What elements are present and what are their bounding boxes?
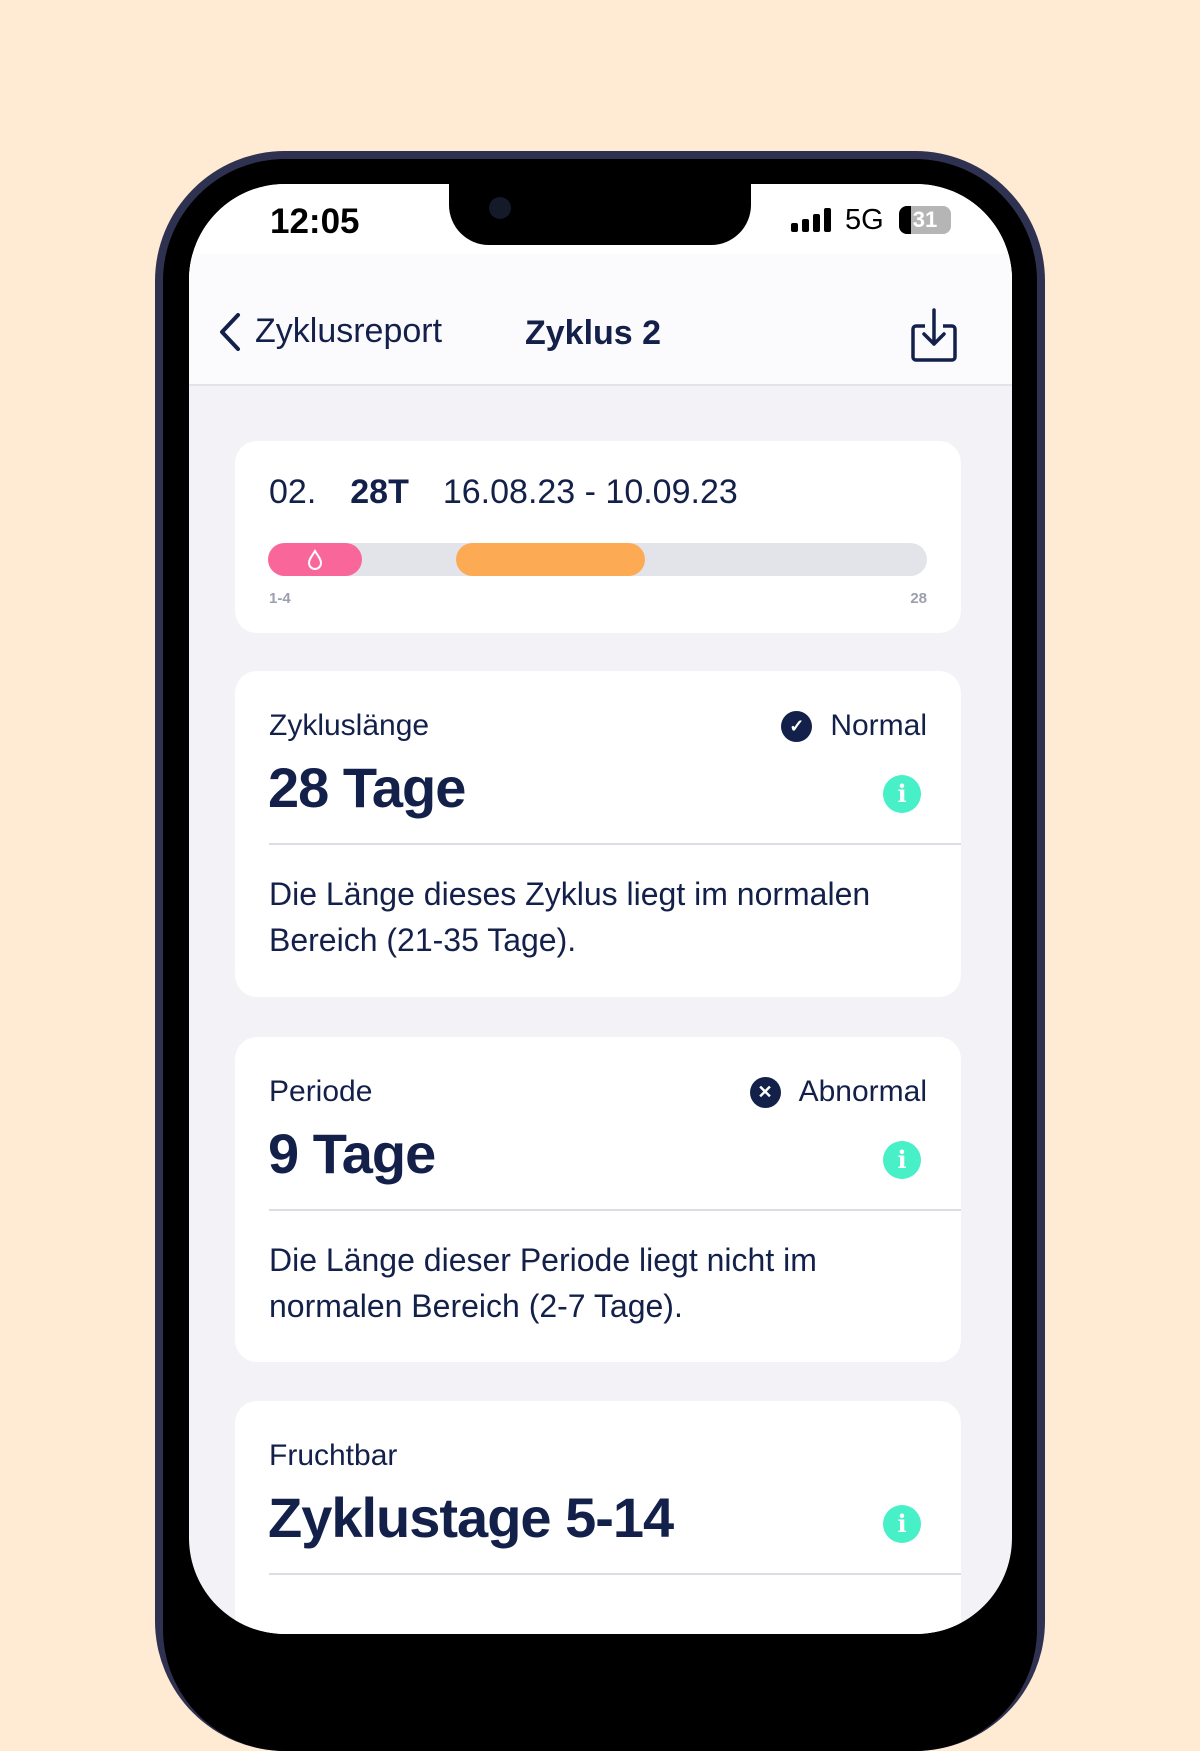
- cycle-dates: 16.08.23 - 10.09.23: [442, 473, 738, 511]
- cycle-length: 28T: [350, 473, 409, 511]
- status-badge: ✕ Abnormal: [749, 1075, 927, 1109]
- cycle-summary-card[interactable]: 02. 28T 16.08.23 - 10.09.23 1-4 28: [235, 441, 961, 633]
- card-description: Die Länge dieser Periode liegt nicht im …: [269, 1242, 817, 1324]
- divider: [269, 843, 961, 845]
- divider: [269, 1573, 961, 1575]
- page-title: Zyklus 2: [525, 314, 662, 352]
- card-title: Periode: [269, 1075, 373, 1108]
- status-time: 12:05: [270, 202, 360, 241]
- back-label: Zyklusreport: [255, 312, 443, 350]
- timeline-end-label: 28: [910, 590, 927, 607]
- battery-level: 31: [912, 207, 938, 232]
- cycle-index: 02.: [269, 473, 317, 511]
- back-button[interactable]: Zyklusreport: [219, 312, 442, 351]
- timeline-start-label: 1-4: [269, 590, 291, 607]
- cycle-length-card: Zykluslänge 28 Tage ✓ Normal i Die Länge …: [235, 671, 961, 997]
- card-value: 9 Tage: [268, 1122, 436, 1185]
- status-label: Abnormal: [798, 1075, 927, 1108]
- card-value: 28 Tage: [268, 756, 466, 819]
- fertile-segment: [456, 543, 645, 576]
- period-card: Periode 9 Tage ✕ Abnormal i Die Länge die…: [235, 1037, 961, 1362]
- info-icon[interactable]: i: [883, 1505, 921, 1543]
- card-value: Zyklustage 5-14: [268, 1486, 674, 1549]
- check-circle-icon: ✓: [781, 710, 813, 742]
- info-icon[interactable]: i: [883, 775, 921, 813]
- camera: [489, 197, 511, 219]
- fertile-card: Fruchtbar Zyklustage 5-14 i: [235, 1401, 961, 1634]
- divider: [269, 1209, 961, 1211]
- export-button[interactable]: [911, 308, 957, 367]
- nav-bar: [189, 254, 1012, 386]
- status-label: Normal: [830, 709, 927, 742]
- download-icon: [911, 308, 957, 362]
- period-segment: [268, 543, 363, 576]
- notch: [449, 184, 751, 245]
- card-title: Zykluslänge: [269, 709, 430, 742]
- info-icon[interactable]: i: [883, 1141, 921, 1179]
- chevron-left-icon: [220, 312, 240, 351]
- x-circle-icon: ✕: [749, 1076, 781, 1108]
- network-label: 5G: [845, 204, 884, 236]
- screen: 12:05 5G 31 Zyklusreport Zyklus 2 02. 28…: [189, 184, 1012, 1634]
- battery-icon: 31: [899, 206, 951, 234]
- cycle-timeline: [268, 543, 927, 576]
- card-title: Fruchtbar: [269, 1439, 398, 1472]
- signal-icon: [791, 208, 831, 232]
- card-description: Die Länge dieses Zyklus liegt im normale…: [269, 876, 871, 958]
- status-badge: ✓ Normal: [781, 709, 927, 743]
- drop-icon: [308, 548, 323, 570]
